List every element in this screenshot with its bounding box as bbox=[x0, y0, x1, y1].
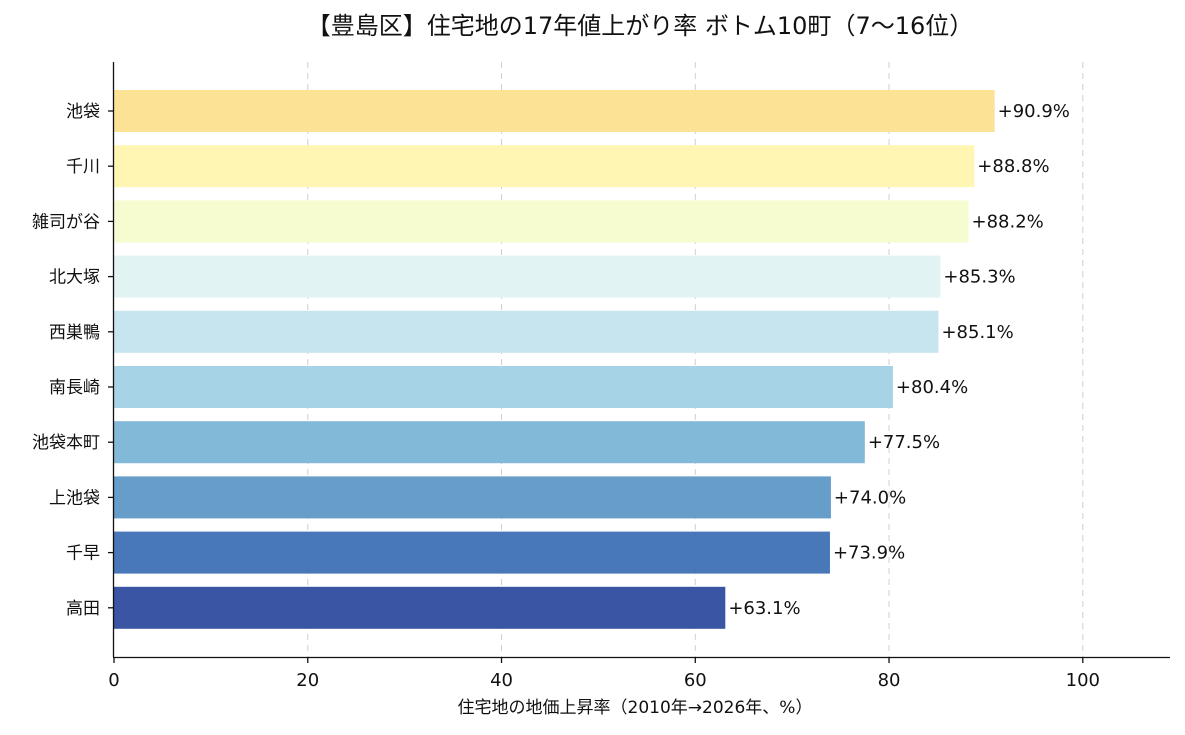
bar bbox=[114, 310, 939, 353]
category-label: 西巣鴨 bbox=[49, 323, 100, 343]
bar bbox=[114, 90, 995, 132]
chart-title: 【豊島区】住宅地の17年値上がり率 ボトム10町（7〜16位） bbox=[307, 12, 974, 40]
category-label: 北大塚 bbox=[49, 268, 100, 288]
value-label: +74.0% bbox=[834, 487, 906, 508]
value-label: +88.2% bbox=[971, 211, 1043, 232]
bars bbox=[114, 90, 995, 629]
category-label: 高田 bbox=[66, 599, 100, 619]
bar bbox=[114, 421, 865, 464]
bar bbox=[114, 145, 975, 188]
x-tick-label: 100 bbox=[1066, 670, 1100, 691]
category-label: 雑司が谷 bbox=[32, 212, 100, 232]
category-label: 南長崎 bbox=[49, 378, 100, 398]
category-label: 池袋本町 bbox=[32, 433, 100, 453]
value-label: +73.9% bbox=[833, 543, 905, 564]
x-ticks: 0 20 40 60 80 100 bbox=[108, 657, 1100, 691]
bar bbox=[114, 476, 831, 519]
x-tick-label: 60 bbox=[684, 670, 707, 691]
value-labels: +90.9% +88.8% +88.2% +85.3% +85.1% +80.4% +77.… bbox=[728, 101, 1070, 619]
category-label: 千川 bbox=[66, 157, 100, 177]
bar bbox=[114, 255, 941, 298]
value-label: +88.8% bbox=[977, 156, 1049, 177]
x-axis-label: 住宅地の地価上昇率（2010年→2026年、%） bbox=[458, 698, 813, 718]
category-label: 池袋 bbox=[66, 102, 100, 122]
bar bbox=[114, 531, 830, 574]
bar bbox=[114, 200, 969, 243]
x-tick-label: 80 bbox=[878, 670, 901, 691]
bar bbox=[114, 586, 726, 629]
category-label: 千早 bbox=[66, 544, 100, 564]
x-tick-label: 0 bbox=[108, 670, 119, 691]
category-label: 上池袋 bbox=[49, 488, 100, 508]
value-label: +80.4% bbox=[896, 377, 968, 398]
value-label: +85.1% bbox=[941, 322, 1013, 343]
value-label: +63.1% bbox=[728, 598, 800, 619]
value-label: +77.5% bbox=[868, 432, 940, 453]
value-label: +85.3% bbox=[943, 267, 1015, 288]
x-tick-label: 40 bbox=[490, 670, 513, 691]
value-label: +90.9% bbox=[998, 101, 1070, 122]
x-tick-label: 20 bbox=[296, 670, 319, 691]
bar bbox=[114, 366, 893, 408]
